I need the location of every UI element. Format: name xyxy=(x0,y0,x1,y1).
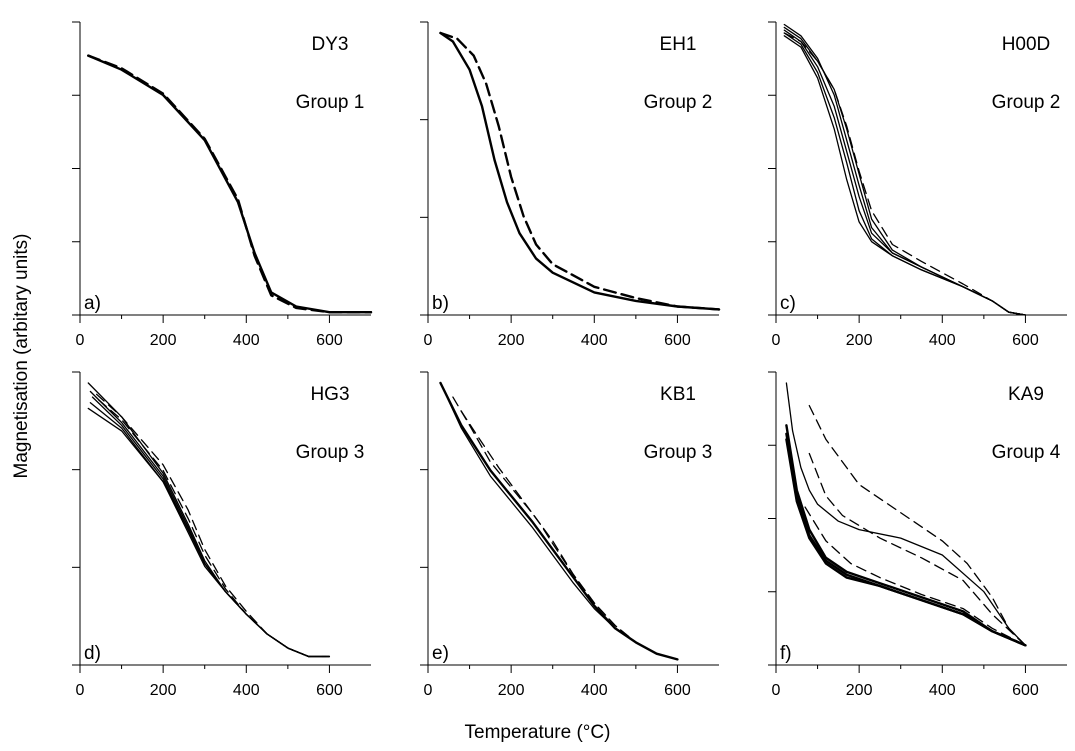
x-tick-label: 0 xyxy=(76,332,85,349)
series-line xyxy=(785,424,1027,647)
series-line xyxy=(783,26,1027,316)
series-line xyxy=(783,29,1027,316)
panel-d: 0 200 400 600 HG3 Group 3 d) xyxy=(72,371,371,699)
group-label: Group 2 xyxy=(992,92,1061,113)
y-axis-label: Magnetisation (arbitary units) xyxy=(11,233,32,479)
sample-label: KB1 xyxy=(660,384,696,405)
panel-f: 0 200 400 600 KA9 Group 4 f) xyxy=(768,371,1067,699)
group-label: Group 4 xyxy=(992,442,1061,463)
x-tick-label: 600 xyxy=(1012,682,1039,699)
x-tick-label: 0 xyxy=(424,682,433,699)
series-line xyxy=(98,399,331,658)
group-label: Group 3 xyxy=(296,442,365,463)
series-line xyxy=(87,407,331,658)
series-line xyxy=(87,54,373,314)
series-line xyxy=(95,393,331,658)
x-tick-label: 200 xyxy=(846,332,873,349)
series-line xyxy=(439,382,679,661)
x-tick-label: 0 xyxy=(772,332,781,349)
series-line xyxy=(439,31,721,311)
panel-letter: f) xyxy=(780,643,792,664)
x-tick-label: 0 xyxy=(424,332,433,349)
x-tick-label: 0 xyxy=(772,682,781,699)
x-tick-label: 400 xyxy=(233,332,260,349)
panel-letter: d) xyxy=(84,643,101,664)
series-line xyxy=(439,381,679,661)
panel-letter: b) xyxy=(432,293,449,314)
series-line xyxy=(783,32,1027,316)
x-tick-label: 0 xyxy=(76,682,85,699)
x-tick-label: 600 xyxy=(316,682,343,699)
x-tick-label: 600 xyxy=(664,332,691,349)
group-label: Group 2 xyxy=(644,92,713,113)
x-tick-label: 600 xyxy=(316,332,343,349)
x-tick-label: 200 xyxy=(846,682,873,699)
x-tick-label: 400 xyxy=(233,682,260,699)
group-label: Group 3 xyxy=(644,442,713,463)
x-tick-label: 200 xyxy=(498,332,525,349)
panel-e: 0 200 400 600 KB1 Group 3 e) xyxy=(420,371,719,699)
series-line xyxy=(783,32,1027,316)
x-tick-label: 200 xyxy=(498,682,525,699)
panel-letter: a) xyxy=(84,293,101,314)
series-line xyxy=(783,23,1027,316)
x-tick-label: 200 xyxy=(150,332,177,349)
series-line xyxy=(783,35,1027,316)
x-tick-label: 400 xyxy=(929,682,956,699)
x-tick-label: 600 xyxy=(1012,332,1039,349)
sample-label: EH1 xyxy=(660,34,697,55)
series-line xyxy=(439,31,721,311)
sample-label: H00D xyxy=(1002,34,1051,55)
x-tick-label: 400 xyxy=(581,332,608,349)
series-line xyxy=(785,382,1027,646)
panel-b: 0 200 400 600 EH1 Group 2 b) xyxy=(420,21,721,349)
series-line xyxy=(808,452,1027,646)
panel-letter: c) xyxy=(780,293,796,314)
x-tick-label: 200 xyxy=(150,682,177,699)
series-line xyxy=(89,402,331,658)
panel-c: 0 200 400 600 H00D Group 2 c) xyxy=(768,21,1067,349)
sample-label: KA9 xyxy=(1008,384,1044,405)
group-label: Group 1 xyxy=(296,92,365,113)
series-line xyxy=(808,404,1027,646)
x-tick-label: 400 xyxy=(581,682,608,699)
panel-letter: e) xyxy=(432,643,449,664)
series-line xyxy=(804,506,1027,646)
series-line xyxy=(452,396,679,661)
series-line xyxy=(460,410,679,661)
sample-label: HG3 xyxy=(310,384,349,405)
series-line xyxy=(785,438,1027,647)
sample-label: DY3 xyxy=(312,34,349,55)
x-tick-label: 600 xyxy=(664,682,691,699)
panel-a: 0 200 400 600 DY3 Group 1 a) xyxy=(72,21,373,349)
x-axis-label: Temperature (°C) xyxy=(464,722,611,743)
x-tick-label: 400 xyxy=(929,332,956,349)
